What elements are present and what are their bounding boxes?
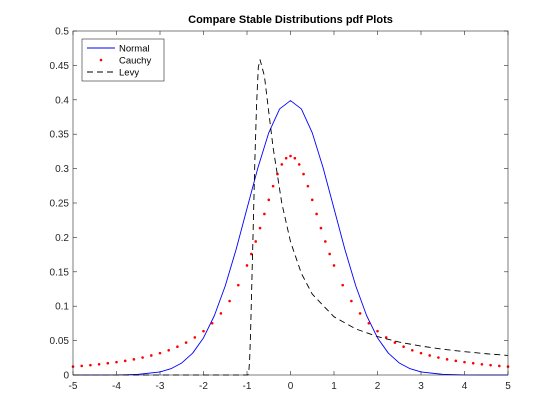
y-tick-label: 0.15 bbox=[50, 267, 70, 278]
cauchy-point bbox=[341, 283, 345, 287]
cauchy-point bbox=[80, 364, 83, 368]
cauchy-point bbox=[132, 358, 136, 361]
cauchy-point bbox=[219, 312, 223, 315]
cauchy-point bbox=[358, 312, 362, 315]
plot-area bbox=[73, 31, 508, 375]
cauchy-point bbox=[289, 154, 292, 158]
x-tick-label: 2 bbox=[375, 381, 381, 392]
cauchy-point bbox=[437, 356, 440, 359]
cauchy-point bbox=[176, 345, 179, 349]
cauchy-point bbox=[263, 212, 266, 216]
cauchy-point bbox=[315, 212, 318, 216]
cauchy-point bbox=[402, 345, 405, 349]
cauchy-point bbox=[254, 240, 257, 243]
cauchy-point bbox=[411, 349, 414, 352]
cauchy-point bbox=[297, 163, 301, 166]
cauchy-point bbox=[284, 156, 288, 160]
cauchy-point bbox=[123, 359, 127, 363]
x-tick-label: 0 bbox=[288, 381, 294, 392]
chart-title: Compare Stable Distributions pdf Plots bbox=[188, 14, 393, 26]
y-tick-label: 0.3 bbox=[55, 164, 69, 175]
cauchy-point bbox=[210, 321, 214, 325]
cauchy-point bbox=[280, 163, 284, 166]
cauchy-point bbox=[328, 252, 331, 256]
cauchy-point bbox=[319, 226, 323, 230]
cauchy-point bbox=[141, 356, 144, 359]
normal-series-line bbox=[73, 100, 508, 376]
cauchy-point bbox=[306, 184, 310, 188]
cauchy-point bbox=[150, 354, 153, 357]
cauchy-point bbox=[167, 349, 170, 352]
y-tick-label: 0.5 bbox=[55, 27, 69, 38]
cauchy-point bbox=[271, 184, 275, 188]
legend-normal-label: Normal bbox=[119, 44, 150, 55]
cauchy-point bbox=[245, 264, 249, 267]
cauchy-point bbox=[384, 336, 388, 339]
y-tick-label: 0.45 bbox=[50, 61, 70, 72]
y-tick-label: 0.35 bbox=[50, 130, 70, 141]
axes-box bbox=[72, 30, 509, 376]
cauchy-point bbox=[158, 351, 162, 355]
cauchy-point bbox=[324, 240, 327, 243]
y-tick-label: 0.25 bbox=[50, 199, 70, 210]
legend-cauchy-marker bbox=[99, 58, 103, 62]
y-tick-label: 0.2 bbox=[55, 233, 69, 244]
legend-cauchy-label: Cauchy bbox=[119, 56, 151, 67]
cauchy-point bbox=[237, 283, 240, 287]
cauchy-point bbox=[258, 226, 262, 230]
cauchy-point bbox=[480, 362, 484, 366]
cauchy-point bbox=[471, 361, 475, 365]
cauchy-point bbox=[89, 363, 92, 367]
cauchy-point bbox=[350, 299, 353, 303]
cauchy-point bbox=[463, 360, 466, 364]
y-tick-label: 0.05 bbox=[50, 336, 70, 347]
cauchy-point bbox=[302, 172, 305, 176]
y-tick-label: 0.1 bbox=[55, 302, 69, 313]
legend-box bbox=[81, 38, 165, 82]
cauchy-point bbox=[428, 354, 432, 357]
x-tick-label: -1 bbox=[243, 381, 252, 392]
legend-levy-label: Levy bbox=[119, 68, 139, 79]
x-tick-label: 5 bbox=[505, 381, 511, 392]
cauchy-point bbox=[193, 336, 197, 339]
cauchy-point bbox=[267, 198, 271, 202]
x-tick-label: -2 bbox=[199, 381, 208, 392]
y-tick-label: 0 bbox=[63, 371, 69, 382]
cauchy-point bbox=[97, 362, 101, 366]
cauchy-point bbox=[419, 351, 423, 355]
cauchy-point bbox=[376, 329, 379, 333]
cauchy-point bbox=[445, 358, 449, 361]
cauchy-point bbox=[393, 341, 397, 344]
cauchy-point bbox=[454, 359, 458, 363]
cauchy-point bbox=[367, 321, 371, 325]
x-tick-label: -5 bbox=[69, 381, 78, 392]
x-tick-label: -3 bbox=[156, 381, 165, 392]
cauchy-point bbox=[184, 341, 188, 344]
x-tick-label: 3 bbox=[418, 381, 424, 392]
x-tick-label: 4 bbox=[462, 381, 468, 392]
cauchy-point bbox=[250, 252, 253, 256]
cauchy-point bbox=[332, 264, 336, 267]
cauchy-point bbox=[228, 299, 231, 303]
cauchy-point bbox=[106, 361, 110, 365]
cauchy-point bbox=[293, 156, 297, 160]
x-tick-label: -4 bbox=[112, 381, 121, 392]
cauchy-point bbox=[115, 360, 118, 364]
x-tick-label: 1 bbox=[331, 381, 337, 392]
cauchy-point bbox=[202, 329, 205, 333]
cauchy-point bbox=[489, 363, 492, 367]
y-tick-label: 0.4 bbox=[55, 95, 69, 106]
levy-series-line bbox=[73, 59, 509, 376]
cauchy-point bbox=[310, 198, 314, 202]
cauchy-point bbox=[498, 364, 501, 368]
